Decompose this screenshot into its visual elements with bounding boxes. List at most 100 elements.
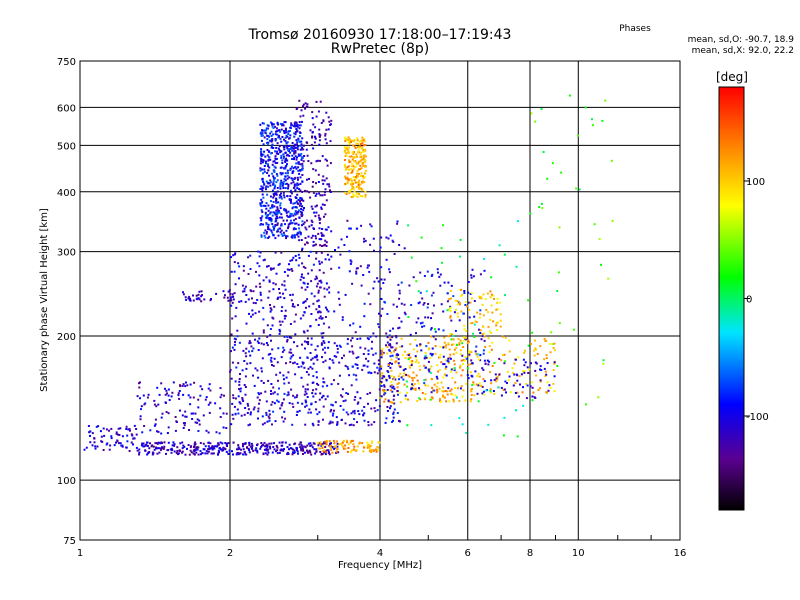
data-point <box>252 449 255 452</box>
data-point <box>479 329 482 332</box>
data-point <box>389 355 392 358</box>
data-point <box>458 399 461 402</box>
data-point <box>209 299 212 302</box>
data-point <box>346 338 349 341</box>
data-point <box>170 448 173 451</box>
data-point <box>511 371 514 374</box>
data-point <box>530 112 533 115</box>
data-point <box>354 331 357 334</box>
data-point <box>490 331 493 334</box>
data-point <box>321 443 324 446</box>
data-point <box>214 402 217 405</box>
data-point <box>383 390 385 393</box>
data-point <box>469 371 472 374</box>
data-point <box>321 396 323 399</box>
data-point <box>249 423 251 426</box>
data-point <box>352 168 355 171</box>
data-point <box>312 381 315 384</box>
data-point <box>271 423 273 426</box>
data-point <box>500 394 503 397</box>
data-point <box>187 444 190 446</box>
data-point <box>153 424 156 427</box>
data-point <box>355 165 357 168</box>
data-point <box>311 117 314 120</box>
data-point <box>274 133 277 136</box>
data-point <box>241 397 244 399</box>
data-point <box>363 237 366 240</box>
data-point <box>272 228 275 231</box>
data-point <box>280 216 283 219</box>
data-point <box>405 380 408 383</box>
data-point <box>285 235 287 238</box>
data-point <box>280 224 283 227</box>
data-point <box>251 332 254 335</box>
data-point <box>181 451 183 454</box>
data-point <box>261 168 264 171</box>
data-point <box>400 376 403 379</box>
data-point <box>504 360 507 363</box>
data-point <box>247 256 250 259</box>
data-point <box>347 149 350 152</box>
data-point <box>552 369 555 371</box>
data-point <box>456 303 459 306</box>
data-point <box>373 249 375 252</box>
data-point <box>212 452 215 455</box>
data-point <box>188 453 191 456</box>
data-point <box>324 243 327 246</box>
data-point <box>294 150 297 152</box>
data-point <box>287 371 290 374</box>
data-point <box>380 395 383 398</box>
data-point <box>260 299 263 302</box>
data-point <box>292 256 295 259</box>
data-point <box>489 388 492 391</box>
data-point <box>446 309 449 312</box>
data-point <box>324 258 327 261</box>
data-point <box>283 138 285 141</box>
data-point <box>281 136 284 138</box>
data-point <box>431 397 434 400</box>
data-point <box>490 348 493 351</box>
data-point <box>153 403 156 406</box>
data-point <box>267 150 270 153</box>
data-point <box>408 284 411 287</box>
data-point <box>342 445 345 448</box>
data-point <box>239 452 242 455</box>
data-point <box>297 154 300 157</box>
data-point <box>267 204 270 207</box>
data-point <box>452 295 455 298</box>
data-point <box>409 366 411 369</box>
data-point <box>135 433 138 436</box>
data-point <box>147 451 150 454</box>
data-point <box>312 375 315 378</box>
data-point <box>167 388 170 391</box>
data-point <box>546 362 549 364</box>
data-point <box>448 348 451 351</box>
data-point <box>430 317 432 320</box>
data-point <box>276 223 279 226</box>
data-point <box>173 444 176 447</box>
data-point <box>291 269 294 272</box>
data-point <box>377 323 380 326</box>
data-point <box>357 184 360 186</box>
data-point <box>263 170 266 173</box>
data-point <box>314 235 317 237</box>
data-point <box>363 161 366 164</box>
data-point <box>506 370 509 373</box>
data-point <box>307 272 310 275</box>
data-point <box>227 299 230 302</box>
data-point <box>347 165 350 168</box>
data-point <box>293 185 296 188</box>
data-point <box>271 316 274 319</box>
data-point <box>324 440 327 443</box>
data-point <box>383 385 386 388</box>
data-point <box>140 408 142 411</box>
data-point <box>436 377 439 380</box>
data-point <box>524 361 527 364</box>
data-point <box>319 244 322 247</box>
data-point <box>299 189 302 192</box>
data-point <box>244 442 247 445</box>
data-point <box>522 386 524 389</box>
data-point <box>317 420 320 423</box>
data-point <box>278 288 280 290</box>
data-point <box>323 451 326 454</box>
